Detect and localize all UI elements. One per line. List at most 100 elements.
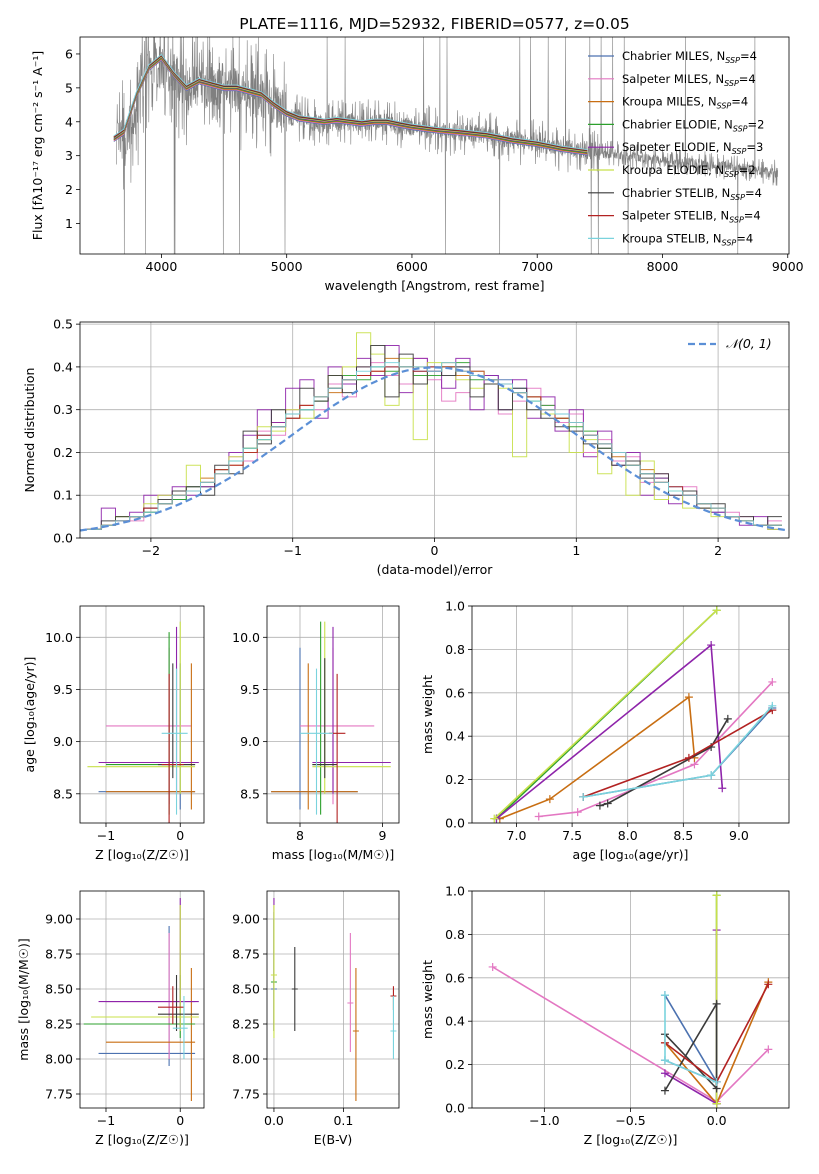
- weight-marker: [660, 1056, 669, 1065]
- chart-title: PLATE=1116, MJD=52932, FIBERID=0577, z=0…: [239, 15, 629, 33]
- weight-vs-age-panel: 7.0 7.5 8.0 8.5 9.0 0.0 0.2 0.4 0.6 0.8 1.0 age [lo…: [420, 599, 790, 862]
- weight-vs-age-y-axis-label: mass weight: [420, 675, 435, 754]
- mass-vs-Z-x-axis-label: Z [log₁₀(Z/Z☉)]: [95, 1132, 189, 1147]
- y-tick-label: 8.00: [45, 1052, 73, 1067]
- weight-vs-Z-x-axis-label: Z [log₁₀(Z/Z☉)]: [584, 1132, 678, 1147]
- weight-marker: [684, 693, 693, 702]
- weight-line-6: [664, 1000, 718, 1092]
- weight-marker: [684, 753, 693, 762]
- weight-marker: [534, 812, 543, 821]
- mass-vs-Z-frame: [79, 890, 205, 1109]
- weight-marker: [712, 891, 721, 900]
- normal-curve: [80, 366, 789, 532]
- legend-label-sub: SSP: [732, 147, 747, 156]
- weight-marker: [712, 606, 721, 615]
- mass-vs-ebv-x-axis-label: E(B-V): [314, 1132, 353, 1147]
- mass-vs-ebv-frame: [266, 890, 400, 1109]
- weight-marker: [707, 641, 716, 650]
- y-tick-label: 6: [65, 46, 73, 61]
- weight-marker: [545, 795, 554, 804]
- legend-label-3: Chabrier ELODIE, NSSP=2: [622, 117, 764, 133]
- legend-label-suffix: =4: [745, 186, 762, 200]
- weight-marker: [660, 1086, 669, 1095]
- weight-marker: [603, 799, 612, 808]
- residuals-plot-area: [80, 332, 789, 532]
- spectrum-x-axis-label: wavelength [Angstrom, rest frame]: [324, 278, 544, 293]
- y-tick-label: 9.00: [232, 912, 260, 927]
- x-tick-label: 9.0: [729, 828, 749, 843]
- weight-vs-age-frame: [471, 605, 790, 824]
- residuals-x-axis-label: (data-model)/error: [377, 562, 494, 577]
- legend-label-suffix: =3: [746, 140, 763, 154]
- weight-marker: [764, 1045, 773, 1054]
- mass-vs-Z-y-axis-label: mass [log₁₀(M/M☉)]: [16, 938, 31, 1060]
- legend-label-name: Chabrier ELODIE, N: [622, 117, 733, 131]
- weight-line-1: [538, 681, 773, 818]
- y-tick-label: 0.0: [445, 816, 465, 831]
- weight-marker: [712, 1077, 721, 1086]
- weight-marker: [488, 962, 497, 971]
- observed-spectrum: [116, 37, 778, 254]
- y-tick-label: 8.50: [45, 982, 73, 997]
- legend-label-name: Chabrier MILES, N: [622, 49, 725, 63]
- y-tick-label: 1: [65, 216, 73, 231]
- weight-line-2: [499, 695, 696, 820]
- y-tick-label: 8.75: [45, 947, 73, 962]
- legend-label-4: Salpeter ELODIE, NSSP=3: [622, 140, 763, 156]
- x-tick-label: 7.5: [562, 828, 582, 843]
- legend-label-sub: SSP: [733, 124, 748, 133]
- weight-marker: [712, 999, 721, 1008]
- y-tick-label: 2: [65, 182, 73, 197]
- y-tick-label: 0.8: [445, 642, 465, 657]
- y-tick-label: 0.4: [445, 1014, 465, 1029]
- y-tick-label: 1.0: [445, 599, 465, 614]
- legend-label-5: Kroupa ELODIE, NSSP=2: [622, 163, 756, 179]
- y-tick-label: 8.50: [232, 982, 260, 997]
- weight-line-6: [599, 718, 729, 807]
- weight-marker: [707, 771, 716, 780]
- weight-vs-Z-plot-area: [488, 891, 773, 1108]
- y-tick-label: 10.0: [232, 630, 260, 645]
- x-tick-label: 9: [379, 828, 387, 843]
- legend-label-sub: SSP: [724, 170, 739, 179]
- y-tick-label: 8.5: [53, 786, 73, 801]
- x-tick-label: −2: [142, 543, 160, 558]
- legend-label-name: Salpeter STELIB, N: [622, 209, 729, 223]
- weight-marker: [712, 1099, 721, 1108]
- y-tick-label: 9.00: [45, 912, 73, 927]
- age-vs-mass-frame: [266, 605, 400, 824]
- age-vs-Z-frame: [79, 605, 205, 824]
- legend-label-suffix: =2: [739, 163, 756, 177]
- x-tick-label: 8.0: [618, 828, 638, 843]
- weight-marker: [764, 980, 773, 989]
- x-tick-label: 0: [176, 828, 184, 843]
- weight-vs-age-x-axis-label: age [log₁₀(age/yr)]: [573, 847, 689, 862]
- y-tick-label: 9.5: [240, 682, 260, 697]
- y-tick-label: 7.75: [232, 1087, 260, 1102]
- histogram-8: [87, 362, 782, 530]
- weight-marker: [660, 1069, 669, 1078]
- legend-label-8: Kroupa STELIB, NSSP=4: [622, 231, 753, 247]
- x-tick-label: 4000: [146, 259, 178, 274]
- y-tick-label: 0.6: [445, 685, 465, 700]
- x-tick-label: 0.0: [707, 1113, 727, 1128]
- x-tick-label: 0: [431, 543, 439, 558]
- spectrum-plot-area: [113, 37, 778, 254]
- weight-vs-Z-y-axis-label: mass weight: [420, 960, 435, 1039]
- age-vs-mass-plot-area: [271, 621, 391, 823]
- age-vs-Z-plot-area: [87, 621, 199, 823]
- x-tick-label: −1: [283, 543, 301, 558]
- x-tick-label: 1: [572, 543, 580, 558]
- age-vs-mass-x-axis-label: mass [log₁₀(M/M☉)]: [272, 847, 394, 862]
- weight-marker: [595, 801, 604, 810]
- y-tick-label: 0.5: [53, 317, 73, 332]
- y-tick-label: 0.6: [445, 970, 465, 985]
- y-tick-label: 9.0: [53, 734, 73, 749]
- weight-line-8: [583, 705, 773, 798]
- y-tick-label: 7.75: [45, 1087, 73, 1102]
- legend-label-sub: SSP: [729, 216, 744, 225]
- x-tick-label: 0.1: [333, 1113, 353, 1128]
- y-tick-label: 1.0: [445, 884, 465, 899]
